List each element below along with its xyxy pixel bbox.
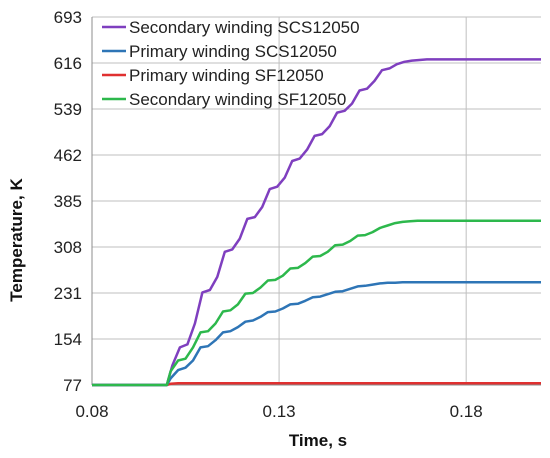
y-tick-label: 693 — [54, 8, 82, 27]
y-tick-label: 154 — [54, 330, 82, 349]
y-tick-label: 385 — [54, 192, 82, 211]
x-tick-labels: 0.08 0.13 0.18 — [75, 402, 482, 421]
y-axis-title: Temperature, K — [7, 178, 26, 302]
x-tick-label: 0.08 — [75, 402, 108, 421]
y-tick-label: 616 — [54, 54, 82, 73]
series-line — [92, 58, 541, 387]
legend-label: Secondary winding SCS12050 — [129, 18, 360, 37]
y-tick-label: 77 — [63, 376, 82, 395]
series-line — [92, 280, 541, 387]
y-tick-label: 462 — [54, 146, 82, 165]
x-tick-label: 0.18 — [450, 402, 483, 421]
legend-label: Primary winding SCS12050 — [129, 42, 337, 61]
series-line — [92, 219, 541, 387]
legend-label: Primary winding SF12050 — [129, 66, 324, 85]
legend: Secondary winding SCS12050 Primary windin… — [102, 18, 360, 109]
grid — [91, 16, 541, 386]
x-axis-title: Time, s — [289, 431, 347, 450]
y-tick-label: 308 — [54, 238, 82, 257]
y-tick-label: 539 — [54, 100, 82, 119]
legend-label: Secondary winding SF12050 — [129, 90, 346, 109]
y-tick-label: 231 — [54, 284, 82, 303]
x-tick-label: 0.13 — [263, 402, 296, 421]
series-lines — [92, 58, 541, 387]
y-tick-labels: 77 154 231 308 385 462 539 616 693 — [54, 8, 82, 395]
